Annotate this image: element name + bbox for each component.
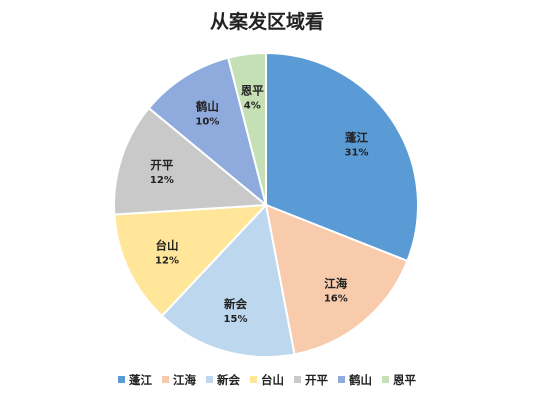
pie-labels: 蓬江 31% 江海 16% 新会 15% 台山 12% 开平 12% 鹤山 10% 恩平 4% (150, 83, 369, 325)
slice-label-percent-7: 4% (244, 100, 261, 111)
legend-label-3: 新会 (217, 373, 240, 387)
pie-slice-4 (113, 203, 269, 318)
legend-label-7: 恩平 (393, 373, 416, 387)
legend-label-1: 蓬江 (129, 373, 152, 387)
pie-slice-2 (264, 203, 409, 356)
legend-swatch-4 (250, 376, 257, 383)
slice-label-percent-4: 12% (155, 256, 179, 267)
legend-swatch-6 (338, 376, 345, 383)
pie-slice-1 (265, 51, 419, 263)
legend-swatch-5 (294, 376, 301, 383)
legend-item-6: 鹤山 (338, 373, 372, 387)
slice-label-name-2: 江海 (324, 276, 347, 290)
slice-label-percent-5: 12% (150, 175, 174, 186)
slice-label-percent-6: 10% (195, 117, 219, 128)
legend-item-1: 蓬江 (118, 373, 152, 387)
slice-label-name-4: 台山 (156, 239, 179, 253)
legend-swatch-3 (206, 376, 213, 383)
pie-slice-3 (160, 202, 296, 358)
legend-label-2: 江海 (173, 373, 196, 387)
slice-label-percent-2: 16% (324, 293, 348, 304)
pie-slice-5 (113, 106, 269, 216)
slice-label-percent-3: 15% (224, 314, 248, 325)
legend-label-5: 开平 (305, 373, 328, 387)
legend-item-2: 江海 (162, 373, 196, 387)
pie-slice-7 (226, 51, 267, 206)
pie-slices (113, 51, 419, 358)
slice-label-name-3: 新会 (224, 297, 247, 311)
slice-label-name-6: 鹤山 (196, 100, 219, 114)
legend-item-3: 新会 (206, 373, 240, 387)
legend-item-7: 恩平 (382, 373, 416, 387)
slice-label-percent-1: 31% (345, 148, 369, 159)
legend-label-6: 鹤山 (349, 373, 372, 387)
slice-label-name-7: 恩平 (241, 83, 264, 97)
legend-item-5: 开平 (294, 373, 328, 387)
legend-swatch-2 (162, 376, 169, 383)
slice-label-name-1: 蓬江 (345, 131, 368, 145)
legend-item-4: 台山 (250, 373, 284, 387)
chart-legend: 蓬江 江海 新会 台山 开平 鹤山 恩平 (118, 373, 416, 387)
slice-label-name-5: 开平 (150, 158, 173, 172)
legend-swatch-1 (118, 376, 125, 383)
legend-swatch-7 (382, 376, 389, 383)
chart-title: 从案发区域看 (210, 10, 324, 33)
legend-label-4: 台山 (261, 373, 284, 387)
